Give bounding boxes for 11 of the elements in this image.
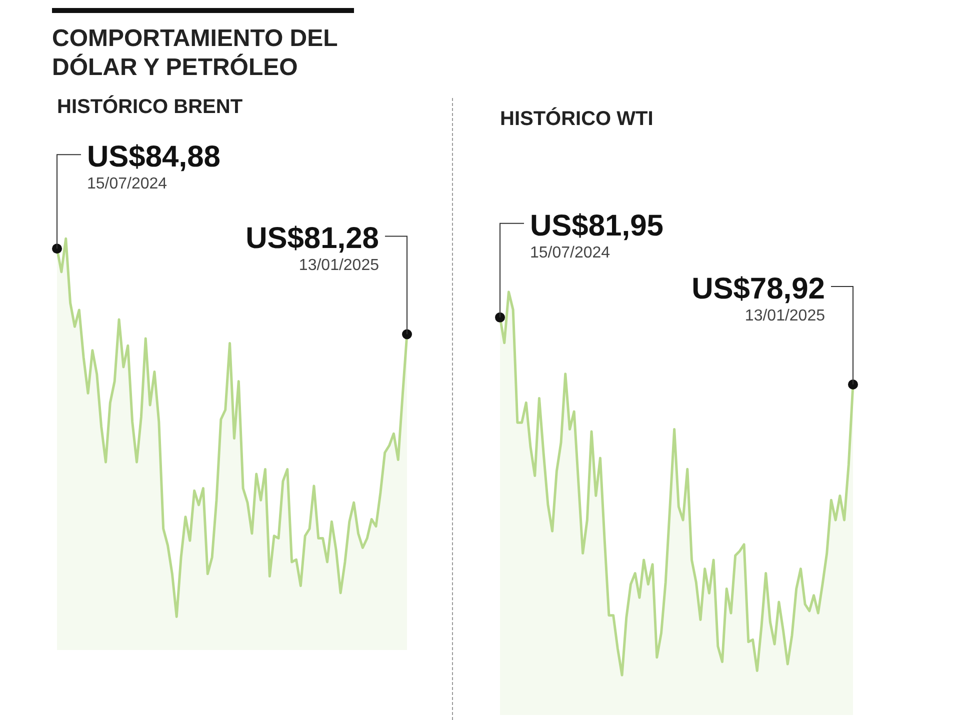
data-label: US$84,88	[87, 140, 220, 174]
data-label: US$81,28	[246, 222, 379, 256]
annotation: 13/01/2025	[298, 257, 380, 274]
data-label: US$78,92	[692, 272, 825, 306]
text: 15/07/2024	[87, 176, 168, 193]
chart-subtitle: HISTÓRICO BRENT	[57, 96, 243, 119]
annotation: 13/01/2025	[744, 308, 826, 325]
data-label: US$81,95	[530, 209, 664, 242]
chart-title: HISTÓRICO WTI	[500, 108, 654, 131]
text: 15/07/2024	[530, 244, 610, 262]
chart-title: COMPORTAMIENTO DEL DÓLAR Y PETRÓLEO	[52, 24, 338, 82]
